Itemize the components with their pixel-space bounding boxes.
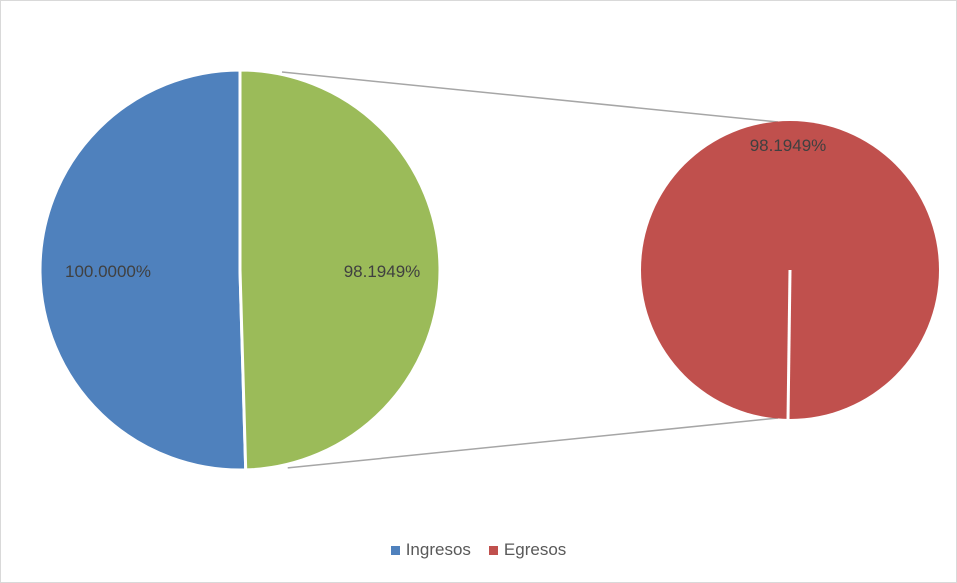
legend-label-egresos: Egresos: [503, 540, 567, 559]
legend-swatch-egresos: [488, 545, 498, 555]
legend-swatch-ingresos: [390, 545, 400, 555]
primary-pie-slice-0: [38, 68, 248, 472]
primary-pie-slice-1: [238, 68, 442, 472]
legend-item-ingresos: Ingresos: [390, 540, 471, 560]
legend-label-ingresos: Ingresos: [405, 540, 471, 559]
secondary-pie-seam: [786, 269, 792, 421]
connector-line-bottom: [287, 417, 779, 469]
data-label-primary-1: 98.1949%: [344, 262, 421, 281]
data-label-secondary-0: 98.1949%: [750, 136, 827, 155]
connector-line-top: [281, 71, 779, 123]
data-label-primary-0: 100.0000%: [65, 262, 151, 281]
legend: Ingresos Egresos: [0, 540, 957, 560]
legend-item-egresos: Egresos: [488, 540, 567, 560]
